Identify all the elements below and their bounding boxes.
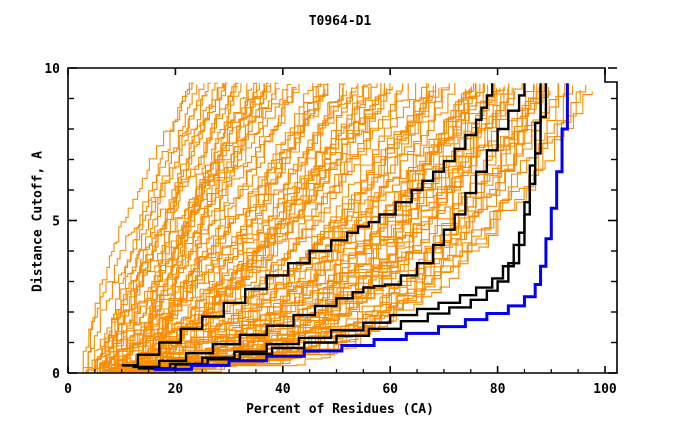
orange-curve (137, 83, 300, 374)
x-tick-label: 60 (382, 382, 398, 397)
orange-curve (91, 84, 198, 372)
orange-curve (102, 84, 265, 374)
blue-best-prediction-curve (153, 83, 569, 371)
y-tick-label: 5 (52, 215, 60, 230)
axis-ticks (67, 67, 617, 374)
orange-curve (109, 83, 344, 374)
orange-curve (99, 82, 258, 369)
black-curve-black-2 (132, 83, 526, 369)
black-curve-black-4 (143, 83, 542, 370)
axis-tick-labels: 0 20 40 60 80 100 0 5 10 (44, 62, 617, 397)
orange-curve (85, 82, 195, 371)
orange-curve (103, 83, 329, 374)
orange-curve (93, 84, 257, 374)
x-tick-label: 40 (275, 382, 291, 397)
black-curve-black-3 (137, 83, 548, 370)
orange-curve (141, 83, 496, 373)
y-axis-label: Distance Cutoff, A (30, 151, 46, 292)
orange-curve (149, 82, 269, 369)
orange-curve (157, 89, 289, 374)
orange-curve (96, 86, 239, 374)
orange-curve (122, 87, 440, 374)
orange-curve (80, 82, 211, 374)
orange-curve (115, 87, 344, 374)
black-curve-black-1 (121, 83, 494, 367)
orange-curve (99, 85, 271, 374)
orange-curve (162, 86, 549, 374)
x-tick-label: 100 (593, 382, 617, 397)
orange-curve (130, 83, 450, 374)
orange-curve (101, 82, 192, 371)
orange-curve (99, 83, 329, 367)
orange-curve (137, 82, 228, 368)
orange-curve (86, 82, 218, 372)
orange-curve (145, 83, 242, 368)
orange-curve (128, 83, 382, 369)
blue-curve-blue-best (153, 83, 569, 371)
orange-curve (85, 83, 225, 373)
y-tick-label: 10 (44, 62, 60, 77)
orange-curve (150, 83, 260, 366)
orange-curve (158, 91, 593, 374)
y-tick-label: 0 (52, 367, 60, 382)
x-tick-label: 80 (490, 382, 506, 397)
x-tick-label: 20 (168, 382, 184, 397)
orange-curve (134, 93, 208, 366)
orange-curve (110, 88, 298, 372)
orange-curve (116, 82, 239, 369)
orange-curve (109, 83, 292, 369)
x-axis-label: Percent of Residues (CA) (246, 402, 434, 417)
x-tick-label: 0 (64, 382, 72, 397)
chart-title: T0964-D1 (308, 14, 372, 29)
orange-curve (105, 90, 357, 374)
orange-curve (119, 85, 434, 374)
orange-curve (110, 83, 346, 366)
black-prediction-curves (121, 83, 548, 370)
